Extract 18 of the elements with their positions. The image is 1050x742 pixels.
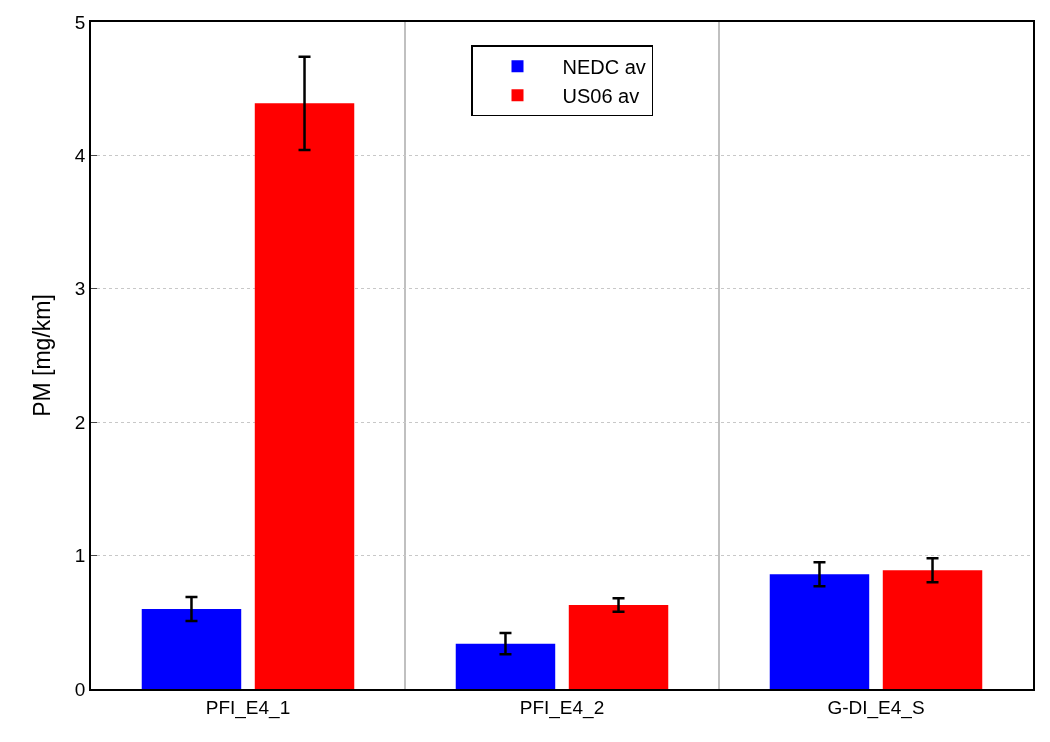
legend-label: US06 av xyxy=(562,85,640,108)
y-tick-label: 3 xyxy=(74,278,86,300)
y-tick-label: 4 xyxy=(74,145,86,167)
bar xyxy=(455,643,556,689)
bar xyxy=(882,570,983,689)
legend-label: NEDC av xyxy=(562,56,646,79)
y-tick-label: 5 xyxy=(74,11,86,33)
y-axis-title: PM [mg/km] xyxy=(28,294,55,417)
bar xyxy=(568,604,669,689)
y-tick-label: 1 xyxy=(74,545,86,567)
x-tick-label: PFI_E4_2 xyxy=(519,696,605,719)
y-tick-label: 0 xyxy=(74,678,86,700)
bar xyxy=(141,608,242,689)
y-tick-label: 2 xyxy=(74,411,86,433)
x-tick-label: G-DI_E4_S xyxy=(827,696,925,719)
bar xyxy=(769,574,870,689)
bar xyxy=(254,103,355,689)
x-tick-label: PFI_E4_1 xyxy=(205,696,291,719)
